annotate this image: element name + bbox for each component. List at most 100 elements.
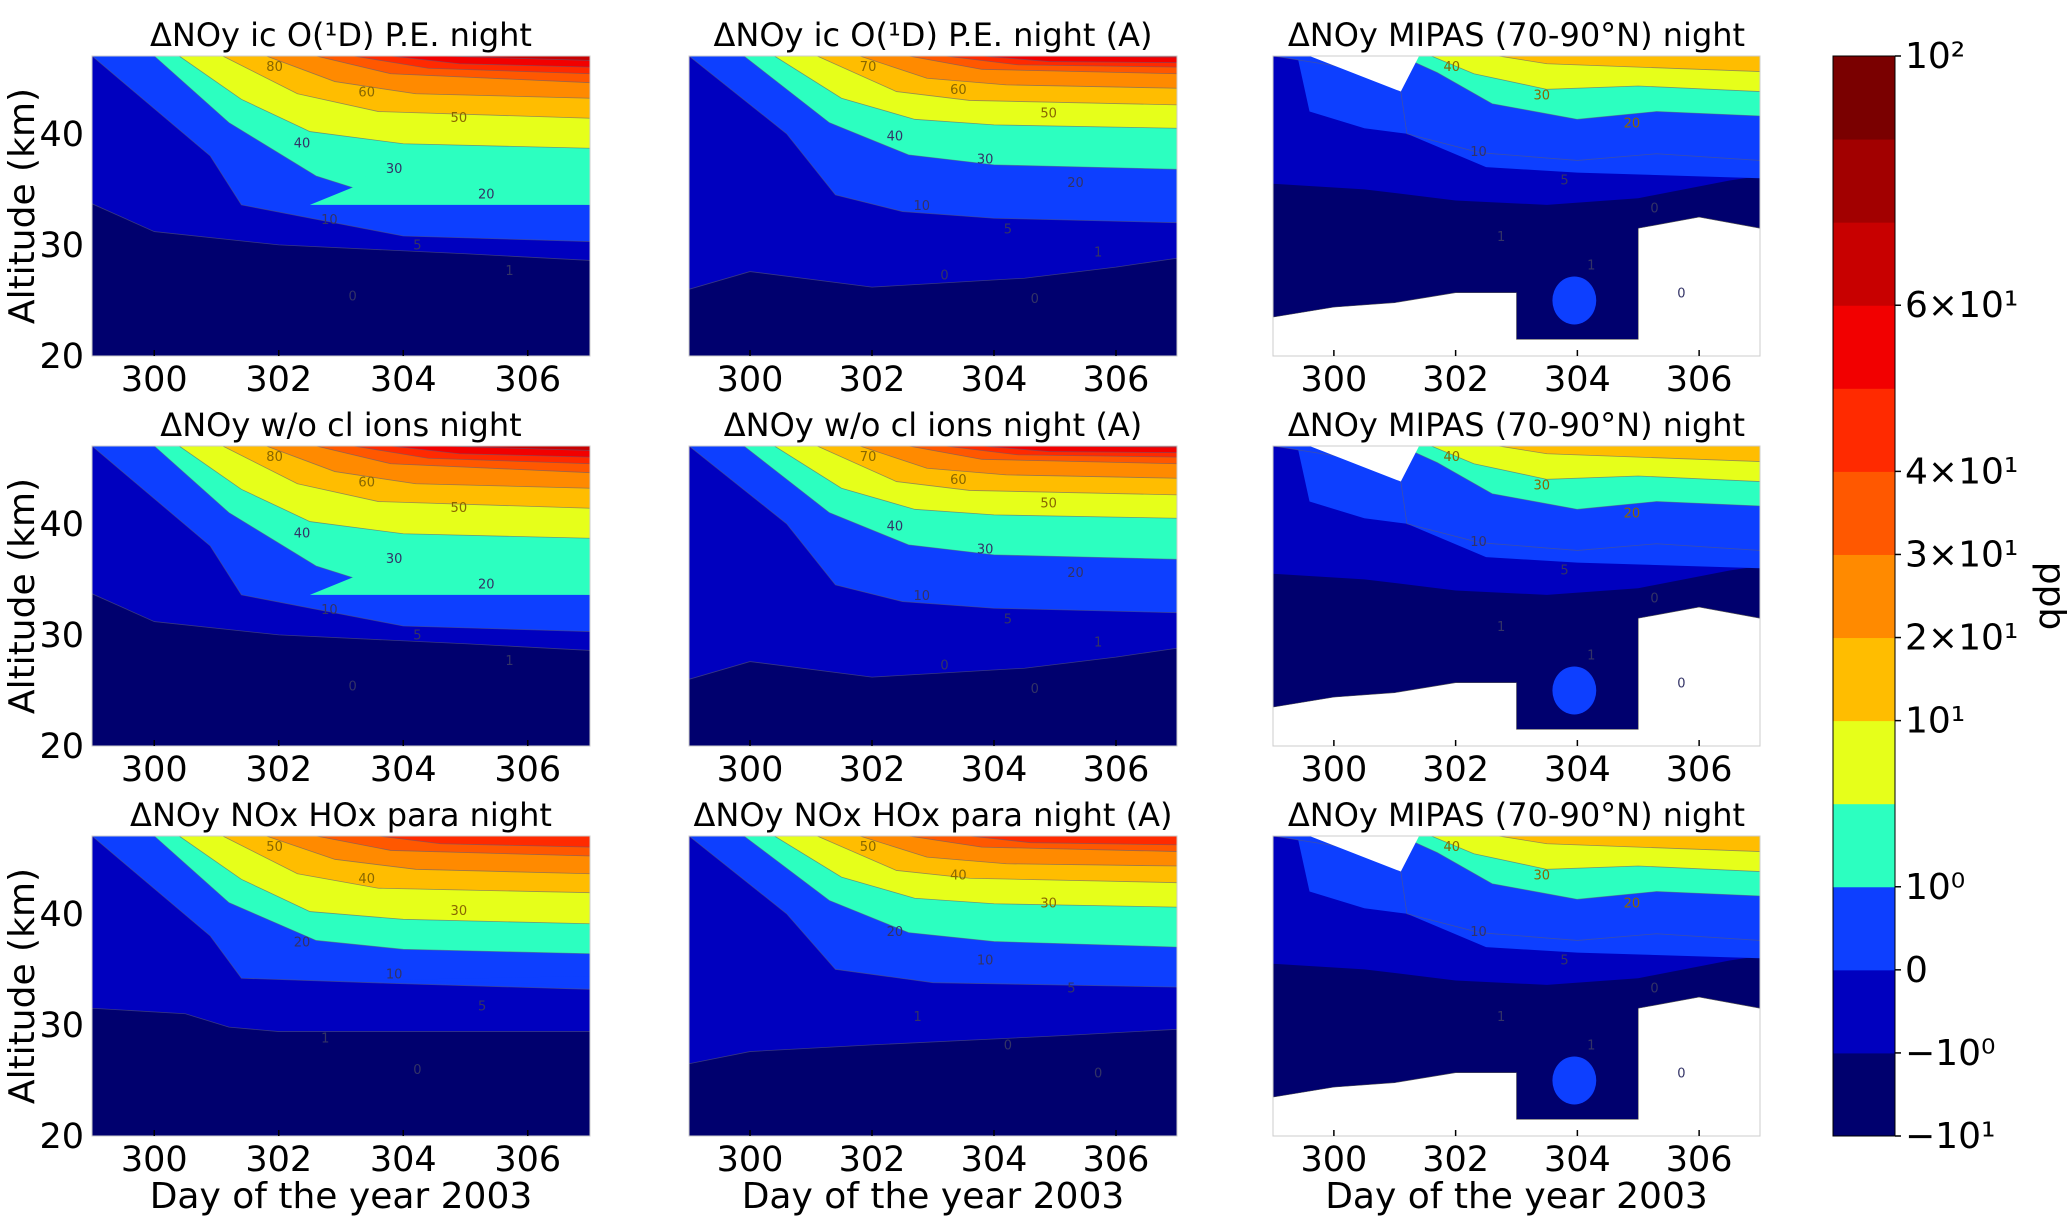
y-tick-label: 40 <box>39 115 84 155</box>
x-tick-label: 300 <box>717 750 784 790</box>
x-tick-label: 300 <box>1300 750 1367 790</box>
contour-label: 1 <box>913 1010 921 1025</box>
colorbar-swatch <box>1833 637 1895 722</box>
x-tick-label: 302 <box>839 750 906 790</box>
x-tick-label: 302 <box>1422 360 1489 400</box>
x-tick-label: 306 <box>1666 360 1733 400</box>
x-tick-label: 304 <box>370 1140 437 1180</box>
contour-label: 10 <box>1470 535 1487 550</box>
colorbar-tick-label: 0 <box>1905 950 1928 991</box>
y-tick-label: 20 <box>39 337 84 377</box>
missing-data <box>1309 836 1420 872</box>
contour-label: 40 <box>294 527 311 542</box>
contour-label: 0 <box>1677 1067 1685 1082</box>
contour-label: 0 <box>348 290 356 305</box>
contour-label: 1 <box>505 654 513 669</box>
y-axis-label: Altitude (km) <box>2 868 43 1104</box>
contour-field <box>689 836 1177 1136</box>
x-tick-label: 304 <box>1544 750 1611 790</box>
plot-frame <box>91 55 591 357</box>
colorbar-swatch <box>1833 222 1895 306</box>
colorbar-tick-label: 4×10¹ <box>1905 451 2018 492</box>
contour-label: 5 <box>1004 612 1012 627</box>
contour-label: 20 <box>294 936 311 951</box>
y-tick-label: 40 <box>39 895 84 935</box>
contour-label: 0 <box>1031 682 1039 697</box>
contour-label: 20 <box>887 925 904 940</box>
colorbar-tick-label: −10⁰ <box>1905 1033 1995 1074</box>
contour-label: 0 <box>1650 202 1658 217</box>
contour-label: 10 <box>1470 925 1487 940</box>
colorbar-swatch <box>1833 554 1895 639</box>
missing-data <box>1309 446 1420 482</box>
x-tick-label: 304 <box>1544 1140 1611 1180</box>
y-tick-label: 30 <box>39 1006 84 1046</box>
contour-label: 20 <box>478 188 495 203</box>
y-tick-label: 20 <box>39 1117 84 1157</box>
colorbar-swatch <box>1833 803 1895 888</box>
contour-band <box>309 171 590 205</box>
x-tick-label: 300 <box>717 360 784 400</box>
contour-field <box>1273 56 1760 340</box>
contour-label: 0 <box>940 659 948 674</box>
y-tick-label: 30 <box>39 616 84 656</box>
colorbar-tick-label: 10⁰ <box>1905 867 1965 908</box>
colorbar: 10² 6×10¹ 4×10¹ 3×10¹ 2×10¹ 10¹ 10⁰ 0 −10⁰ −10¹ pp… <box>1832 36 2067 1157</box>
colorbar-tick-label: 6×10¹ <box>1905 285 2018 326</box>
contour-label: 40 <box>950 868 967 883</box>
colorbar-swatch <box>1833 969 1895 1054</box>
x-axis-label: Day of the year 2003 <box>1325 1176 1708 1217</box>
contour-label: 60 <box>950 83 967 98</box>
plot-frame <box>91 835 591 1137</box>
contour-label: 0 <box>348 680 356 695</box>
contour-label: 20 <box>1624 117 1641 132</box>
x-tick-label: 306 <box>494 360 561 400</box>
contour-field <box>1273 836 1760 1120</box>
colorbar-swatch <box>1833 886 1895 971</box>
contour-label: 0 <box>1677 677 1685 692</box>
contour-label: 40 <box>887 520 904 535</box>
contour-label: 40 <box>1443 60 1460 75</box>
contour-band <box>365 976 590 985</box>
contour-label: 5 <box>1560 563 1568 578</box>
colorbar-swatch <box>1833 471 1895 555</box>
x-tick-label: 306 <box>1666 1140 1733 1180</box>
panel-title: ΔNOy w/o cl ions night <box>160 406 521 444</box>
x-tick-label: 304 <box>370 750 437 790</box>
contour-label: 80 <box>266 60 283 75</box>
contour-band <box>689 56 1177 64</box>
contour-label: 40 <box>294 137 311 152</box>
contour-label: 50 <box>451 111 468 126</box>
x-tick-label: 306 <box>1083 360 1150 400</box>
contour-label: 1 <box>1587 258 1595 273</box>
contour-label: 1 <box>1497 1010 1505 1025</box>
plot-frame <box>1272 835 1761 1137</box>
y-tick-label: 20 <box>39 727 84 767</box>
x-tick-label: 304 <box>961 360 1028 400</box>
x-axis-label: Day of the year 2003 <box>150 1176 533 1217</box>
contour-band <box>1552 1056 1597 1105</box>
contour-label: 30 <box>1040 897 1057 912</box>
x-tick-label: 306 <box>1666 750 1733 790</box>
contour-label: 0 <box>1094 1067 1102 1082</box>
x-tick-label: 302 <box>245 360 312 400</box>
x-tick-label: 302 <box>245 1140 312 1180</box>
x-tick-label: 304 <box>370 360 437 400</box>
plot-frame <box>91 445 591 747</box>
x-tick-label: 302 <box>1422 1140 1489 1180</box>
x-tick-label: 300 <box>121 750 188 790</box>
contour-field <box>92 836 590 1136</box>
contour-label: 10 <box>913 589 930 604</box>
contour-label: 30 <box>1534 88 1551 103</box>
contour-label: 20 <box>1067 566 1084 581</box>
contour-label: 40 <box>1443 840 1460 855</box>
x-tick-label: 302 <box>245 750 312 790</box>
panel-title: ΔNOy MIPAS (70-90°N) night <box>1288 16 1745 54</box>
colorbar-swatch <box>1833 1052 1895 1137</box>
